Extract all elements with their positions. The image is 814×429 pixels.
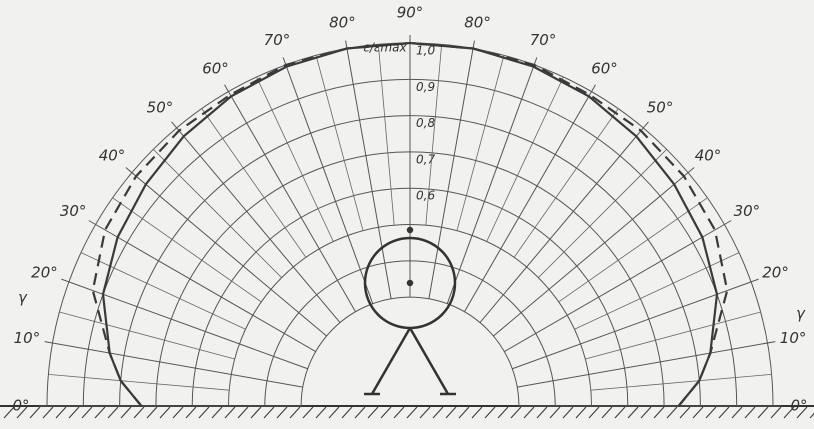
radial-minor-line: [153, 149, 282, 278]
radial-line: [446, 57, 538, 304]
curve: [409, 41, 729, 407]
radial-minor-line: [112, 197, 262, 303]
radial-line: [464, 84, 596, 312]
radial-minor-line: [456, 55, 505, 231]
radial-minor-line: [574, 252, 740, 330]
radial-line: [61, 278, 308, 370]
radial-line: [224, 84, 356, 312]
radial-minor-line: [590, 373, 772, 391]
angle-tick-label: 90°: [397, 4, 424, 22]
angle-tick-label: 0°: [12, 397, 29, 415]
figure-leg: [370, 327, 412, 395]
radial-minor-line: [486, 76, 564, 242]
angle-tick-label: 0°: [790, 397, 807, 415]
figure: [363, 226, 457, 396]
radial-line: [493, 167, 695, 337]
angle-tick-label: 60°: [202, 60, 229, 78]
radial-line: [428, 40, 475, 299]
radial-line: [171, 121, 341, 323]
angle-tick-label: 80°: [329, 13, 356, 31]
radial-minor-line: [201, 108, 307, 258]
radial-line: [282, 57, 374, 304]
radial-minor-line: [256, 76, 334, 242]
ground: [0, 405, 814, 419]
radial-minor-line: [538, 149, 667, 278]
curve: [409, 41, 719, 407]
radial-line: [88, 220, 316, 352]
figure-leg: [408, 327, 450, 395]
grid-circle: [300, 296, 520, 407]
curve: [101, 41, 411, 407]
angle-tick-label: 10°: [14, 329, 41, 347]
radial-line: [504, 220, 732, 352]
angle-tick-label: 40°: [695, 146, 722, 164]
angle-tick-label: 70°: [530, 31, 557, 49]
radial-minor-line: [558, 197, 708, 303]
radial-minor-line: [425, 44, 443, 226]
radial-line: [125, 167, 327, 337]
curve: [91, 41, 411, 407]
gamma-label: γ: [18, 289, 28, 307]
angle-tick-label: 10°: [780, 329, 807, 347]
angle-tick-label: 40°: [99, 146, 126, 164]
radial-line: [345, 40, 392, 299]
radial-minor-line: [585, 311, 761, 360]
figure-dot: [406, 279, 414, 287]
radial-axis-label: ε/εmax: [363, 41, 407, 55]
radial-line: [517, 341, 776, 388]
r-tick-label: 0,6: [416, 189, 435, 203]
radial-minor-line: [48, 373, 230, 391]
radial-line: [512, 278, 759, 370]
radial-minor-line: [80, 252, 246, 330]
radial-line: [44, 341, 303, 388]
angle-tick-label: 30°: [60, 202, 87, 220]
r-tick-label: 1,0: [416, 44, 435, 58]
radial-minor-line: [59, 311, 235, 360]
ground-hatch: [3, 406, 814, 419]
gamma-label: γ: [796, 305, 806, 323]
angle-tick-label: 20°: [762, 263, 789, 281]
r-tick-label: 0,9: [416, 80, 435, 94]
angle-tick-label: 50°: [147, 99, 174, 117]
radial-minor-line: [513, 108, 619, 258]
radial-minor-line: [377, 44, 395, 226]
r-tick-label: 0,8: [416, 116, 435, 130]
angle-tick-label: 70°: [264, 31, 291, 49]
angle-tick-label: 50°: [647, 99, 674, 117]
angle-tick-label: 20°: [31, 263, 58, 281]
r-tick-label: 0,7: [416, 152, 435, 166]
angle-tick-label: 80°: [464, 13, 491, 31]
figure-dot: [406, 226, 414, 234]
angle-tick-label: 30°: [734, 202, 761, 220]
angle-tick-label: 60°: [591, 60, 618, 78]
radial-minor-line: [315, 55, 364, 231]
radial-line: [479, 121, 649, 323]
